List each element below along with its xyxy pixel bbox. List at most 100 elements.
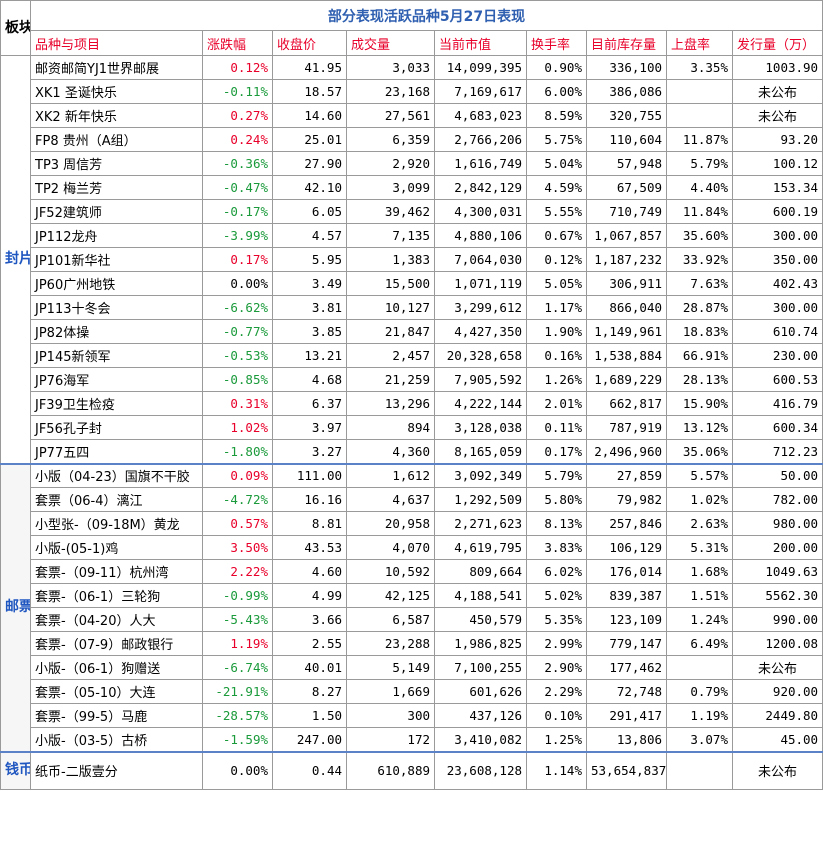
cell-issue: 1003.90 bbox=[731, 55, 823, 80]
cell-name: 纸币-二版壹分 bbox=[30, 750, 203, 790]
cell-stock: 79,982 bbox=[586, 487, 667, 512]
col-header-turnover: 换手率 bbox=[526, 30, 587, 56]
cell-turnover: 0.11% bbox=[526, 415, 587, 440]
cell-turnover: 2.99% bbox=[526, 631, 587, 656]
cell-turnover: 0.67% bbox=[526, 223, 587, 248]
cell-turnover: 0.90% bbox=[526, 55, 587, 80]
cell-turnover: 8.59% bbox=[526, 103, 587, 128]
cell-market-cap: 7,100,255 bbox=[434, 655, 527, 680]
cell-stock: 110,604 bbox=[586, 127, 667, 152]
sector-stamps: 邮票 bbox=[0, 462, 31, 752]
table-row: 套票（06-4）漓江 -4.72% 16.16 4,637 1,292,509 5.80%… bbox=[1, 487, 823, 512]
cell-stock: 27,859 bbox=[586, 462, 667, 488]
cell-change: -21.91% bbox=[202, 679, 273, 704]
table-row: FP8 贵州（A组） 0.24% 25.01 6,359 2,766,206 5.75% 1… bbox=[1, 127, 823, 152]
cell-issue: 1049.63 bbox=[731, 559, 823, 584]
table-row: 套票-（05-10）大连 -21.91% 8.27 1,669 601,626 2.29%… bbox=[1, 679, 823, 704]
cell-volume: 2,920 bbox=[346, 151, 435, 176]
cell-market-cap: 2,271,623 bbox=[434, 511, 527, 536]
cell-market-cap: 1,616,749 bbox=[434, 151, 527, 176]
cell-close: 3.81 bbox=[272, 295, 347, 320]
cell-volume: 5,149 bbox=[346, 655, 435, 680]
cell-name: XK2 新年快乐 bbox=[30, 103, 203, 128]
cell-stock: 1,538,884 bbox=[586, 343, 667, 368]
cell-change: 0.24% bbox=[202, 127, 273, 152]
cell-stock: 336,100 bbox=[586, 55, 667, 80]
cell-market-cap: 7,169,617 bbox=[434, 79, 527, 104]
cell-up-rate: 66.91% bbox=[666, 343, 733, 368]
table-row: JF56孔子封 1.02% 3.97 894 3,128,038 0.11% 787,919… bbox=[1, 415, 823, 440]
col-header-close: 收盘价 bbox=[272, 30, 347, 56]
cell-issue: 610.74 bbox=[731, 319, 823, 344]
cell-turnover: 3.83% bbox=[526, 535, 587, 560]
cell-change: -0.77% bbox=[202, 319, 273, 344]
cell-market-cap: 3,299,612 bbox=[434, 295, 527, 320]
cell-name: JP77五四 bbox=[30, 439, 203, 464]
cell-turnover: 5.55% bbox=[526, 199, 587, 224]
cell-close: 3.85 bbox=[272, 319, 347, 344]
cell-turnover: 8.13% bbox=[526, 511, 587, 536]
cell-volume: 21,259 bbox=[346, 367, 435, 392]
cell-up-rate: 11.84% bbox=[666, 199, 733, 224]
table-row: 邮票 小版（04-23）国旗不干胶 0.09% 111.00 1,612 3,092,34… bbox=[0, 462, 823, 752]
cell-turnover: 0.10% bbox=[526, 703, 587, 728]
cell-up-rate: 28.87% bbox=[666, 295, 733, 320]
cell-market-cap: 2,766,206 bbox=[434, 127, 527, 152]
cell-volume: 7,135 bbox=[346, 223, 435, 248]
cell-close: 18.57 bbox=[272, 79, 347, 104]
table-row: 套票-（06-1）三轮狗 -0.99% 4.99 42,125 4,188,541 5.0… bbox=[1, 583, 823, 608]
cell-stock: 839,387 bbox=[586, 583, 667, 608]
cell-name: 套票-（09-11）杭州湾 bbox=[30, 559, 203, 584]
cell-issue: 782.00 bbox=[731, 487, 823, 512]
cell-name: JP145新领军 bbox=[30, 343, 203, 368]
cell-name: TP3 周信芳 bbox=[30, 151, 203, 176]
cell-turnover: 1.90% bbox=[526, 319, 587, 344]
table-row: XK2 新年快乐 0.27% 14.60 27,561 4,683,023 8.59% 32… bbox=[1, 103, 823, 128]
cell-volume: 6,587 bbox=[346, 607, 435, 632]
cell-issue: 416.79 bbox=[731, 391, 823, 416]
cell-turnover: 6.02% bbox=[526, 559, 587, 584]
cell-issue: 600.53 bbox=[731, 367, 823, 392]
cell-change: -0.17% bbox=[202, 199, 273, 224]
cell-name: JP101新华社 bbox=[30, 247, 203, 272]
cell-turnover: 5.80% bbox=[526, 487, 587, 512]
cell-issue: 93.20 bbox=[731, 127, 823, 152]
cell-change: 0.12% bbox=[202, 55, 273, 80]
cell-name: 小型张-（09-18M）黄龙 bbox=[30, 511, 203, 536]
cell-up-rate: 11.87% bbox=[666, 127, 733, 152]
cell-market-cap: 4,188,541 bbox=[434, 583, 527, 608]
cell-name: JP76海军 bbox=[30, 367, 203, 392]
cell-name: 邮资邮简YJ1世界邮展 bbox=[30, 55, 203, 80]
cell-issue: 45.00 bbox=[731, 727, 823, 752]
cell-stock: 57,948 bbox=[586, 151, 667, 176]
cell-close: 4.99 bbox=[272, 583, 347, 608]
cell-name: JF39卫生检疫 bbox=[30, 391, 203, 416]
cell-close: 4.57 bbox=[272, 223, 347, 248]
cell-turnover: 5.79% bbox=[526, 462, 587, 488]
cell-close: 8.81 bbox=[272, 511, 347, 536]
cell-name: JF52建筑师 bbox=[30, 199, 203, 224]
cell-stock: 320,755 bbox=[586, 103, 667, 128]
cell-issue: 未公布 bbox=[731, 750, 823, 790]
cell-up-rate: 15.90% bbox=[666, 391, 733, 416]
cell-up-rate: 4.40% bbox=[666, 175, 733, 200]
cell-stock: 123,109 bbox=[586, 607, 667, 632]
cell-market-cap: 8,165,059 bbox=[434, 439, 527, 464]
cell-close: 43.53 bbox=[272, 535, 347, 560]
cell-volume: 1,383 bbox=[346, 247, 435, 272]
table-row: JP101新华社 0.17% 5.95 1,383 7,064,030 0.12% 1,18… bbox=[1, 247, 823, 272]
cell-volume: 15,500 bbox=[346, 271, 435, 296]
table-row: JP82体操 -0.77% 3.85 21,847 4,427,350 1.90% 1,14… bbox=[1, 319, 823, 344]
cell-turnover: 6.00% bbox=[526, 79, 587, 104]
cell-volume: 2,457 bbox=[346, 343, 435, 368]
cell-up-rate: 5.79% bbox=[666, 151, 733, 176]
cell-stock: 1,067,857 bbox=[586, 223, 667, 248]
cell-issue: 未公布 bbox=[731, 655, 823, 680]
cell-close: 14.60 bbox=[272, 103, 347, 128]
cell-change: -1.59% bbox=[202, 727, 273, 752]
cell-stock: 176,014 bbox=[586, 559, 667, 584]
cell-close: 16.16 bbox=[272, 487, 347, 512]
cell-change: 0.31% bbox=[202, 391, 273, 416]
cell-name: JP112龙舟 bbox=[30, 223, 203, 248]
cell-change: -6.62% bbox=[202, 295, 273, 320]
